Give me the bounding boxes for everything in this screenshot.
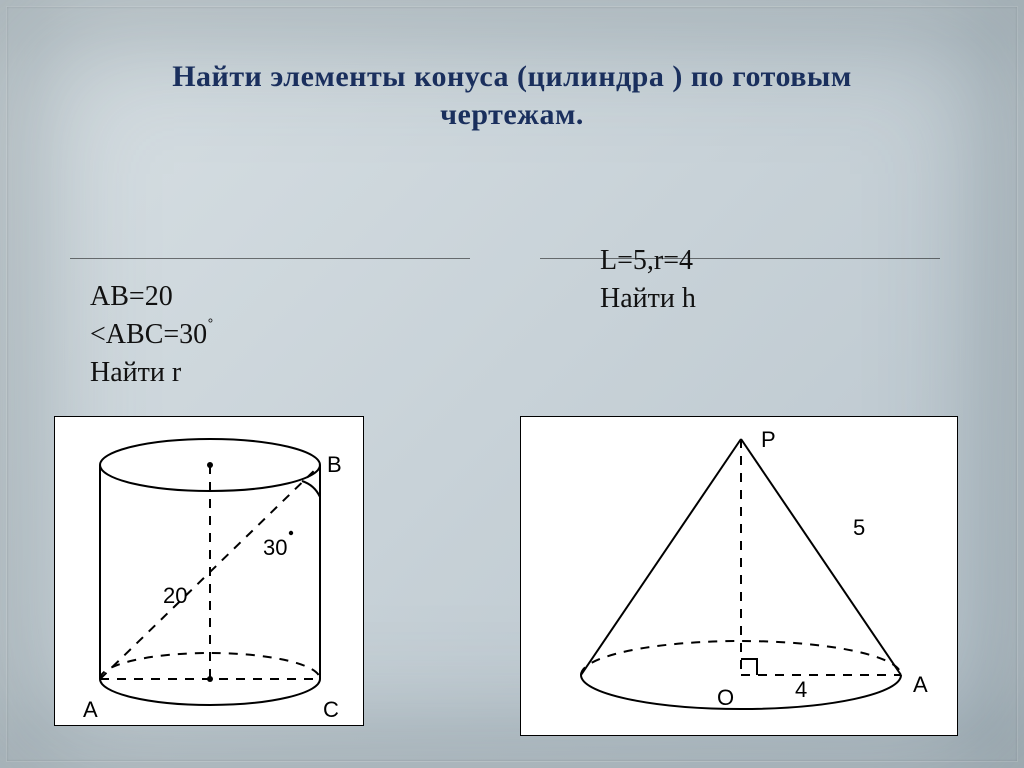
given-ab: АВ=20	[90, 278, 214, 316]
cone-svg: P A O 5 4	[521, 417, 959, 737]
title-line-1: Найти элементы конуса (цилиндра ) по гот…	[0, 60, 1024, 94]
problem-left-given: АВ=20 <ABC=30˚ Найти r	[90, 278, 214, 391]
label-P: P	[761, 427, 776, 452]
slide-title: Найти элементы конуса (цилиндра ) по гот…	[0, 60, 1024, 132]
label-C: C	[323, 697, 339, 722]
degree-symbol: ˚	[207, 316, 214, 338]
angle-text: <ABC=30	[90, 319, 207, 350]
given-angle: <ABC=30˚	[90, 316, 214, 354]
figure-cylinder: B A C 20 30	[54, 416, 364, 726]
label-A: A	[83, 697, 98, 722]
label-B: B	[327, 452, 342, 477]
title-line-2: чертежам.	[0, 98, 1024, 132]
cylinder-svg: B A C 20 30	[55, 417, 365, 727]
label-A: A	[913, 672, 928, 697]
problem-right-given: L=5,r=4 Найти h	[600, 242, 696, 318]
label-30: 30	[263, 535, 287, 560]
label-20: 20	[163, 583, 187, 608]
divider-left	[70, 258, 470, 259]
label-O: O	[717, 685, 734, 710]
given-l-r: L=5,r=4	[600, 242, 696, 280]
label-5: 5	[853, 515, 865, 540]
find-h: Найти h	[600, 280, 696, 318]
label-4: 4	[795, 677, 807, 702]
figure-cone: P A O 5 4	[520, 416, 958, 736]
find-r: Найти r	[90, 354, 214, 392]
